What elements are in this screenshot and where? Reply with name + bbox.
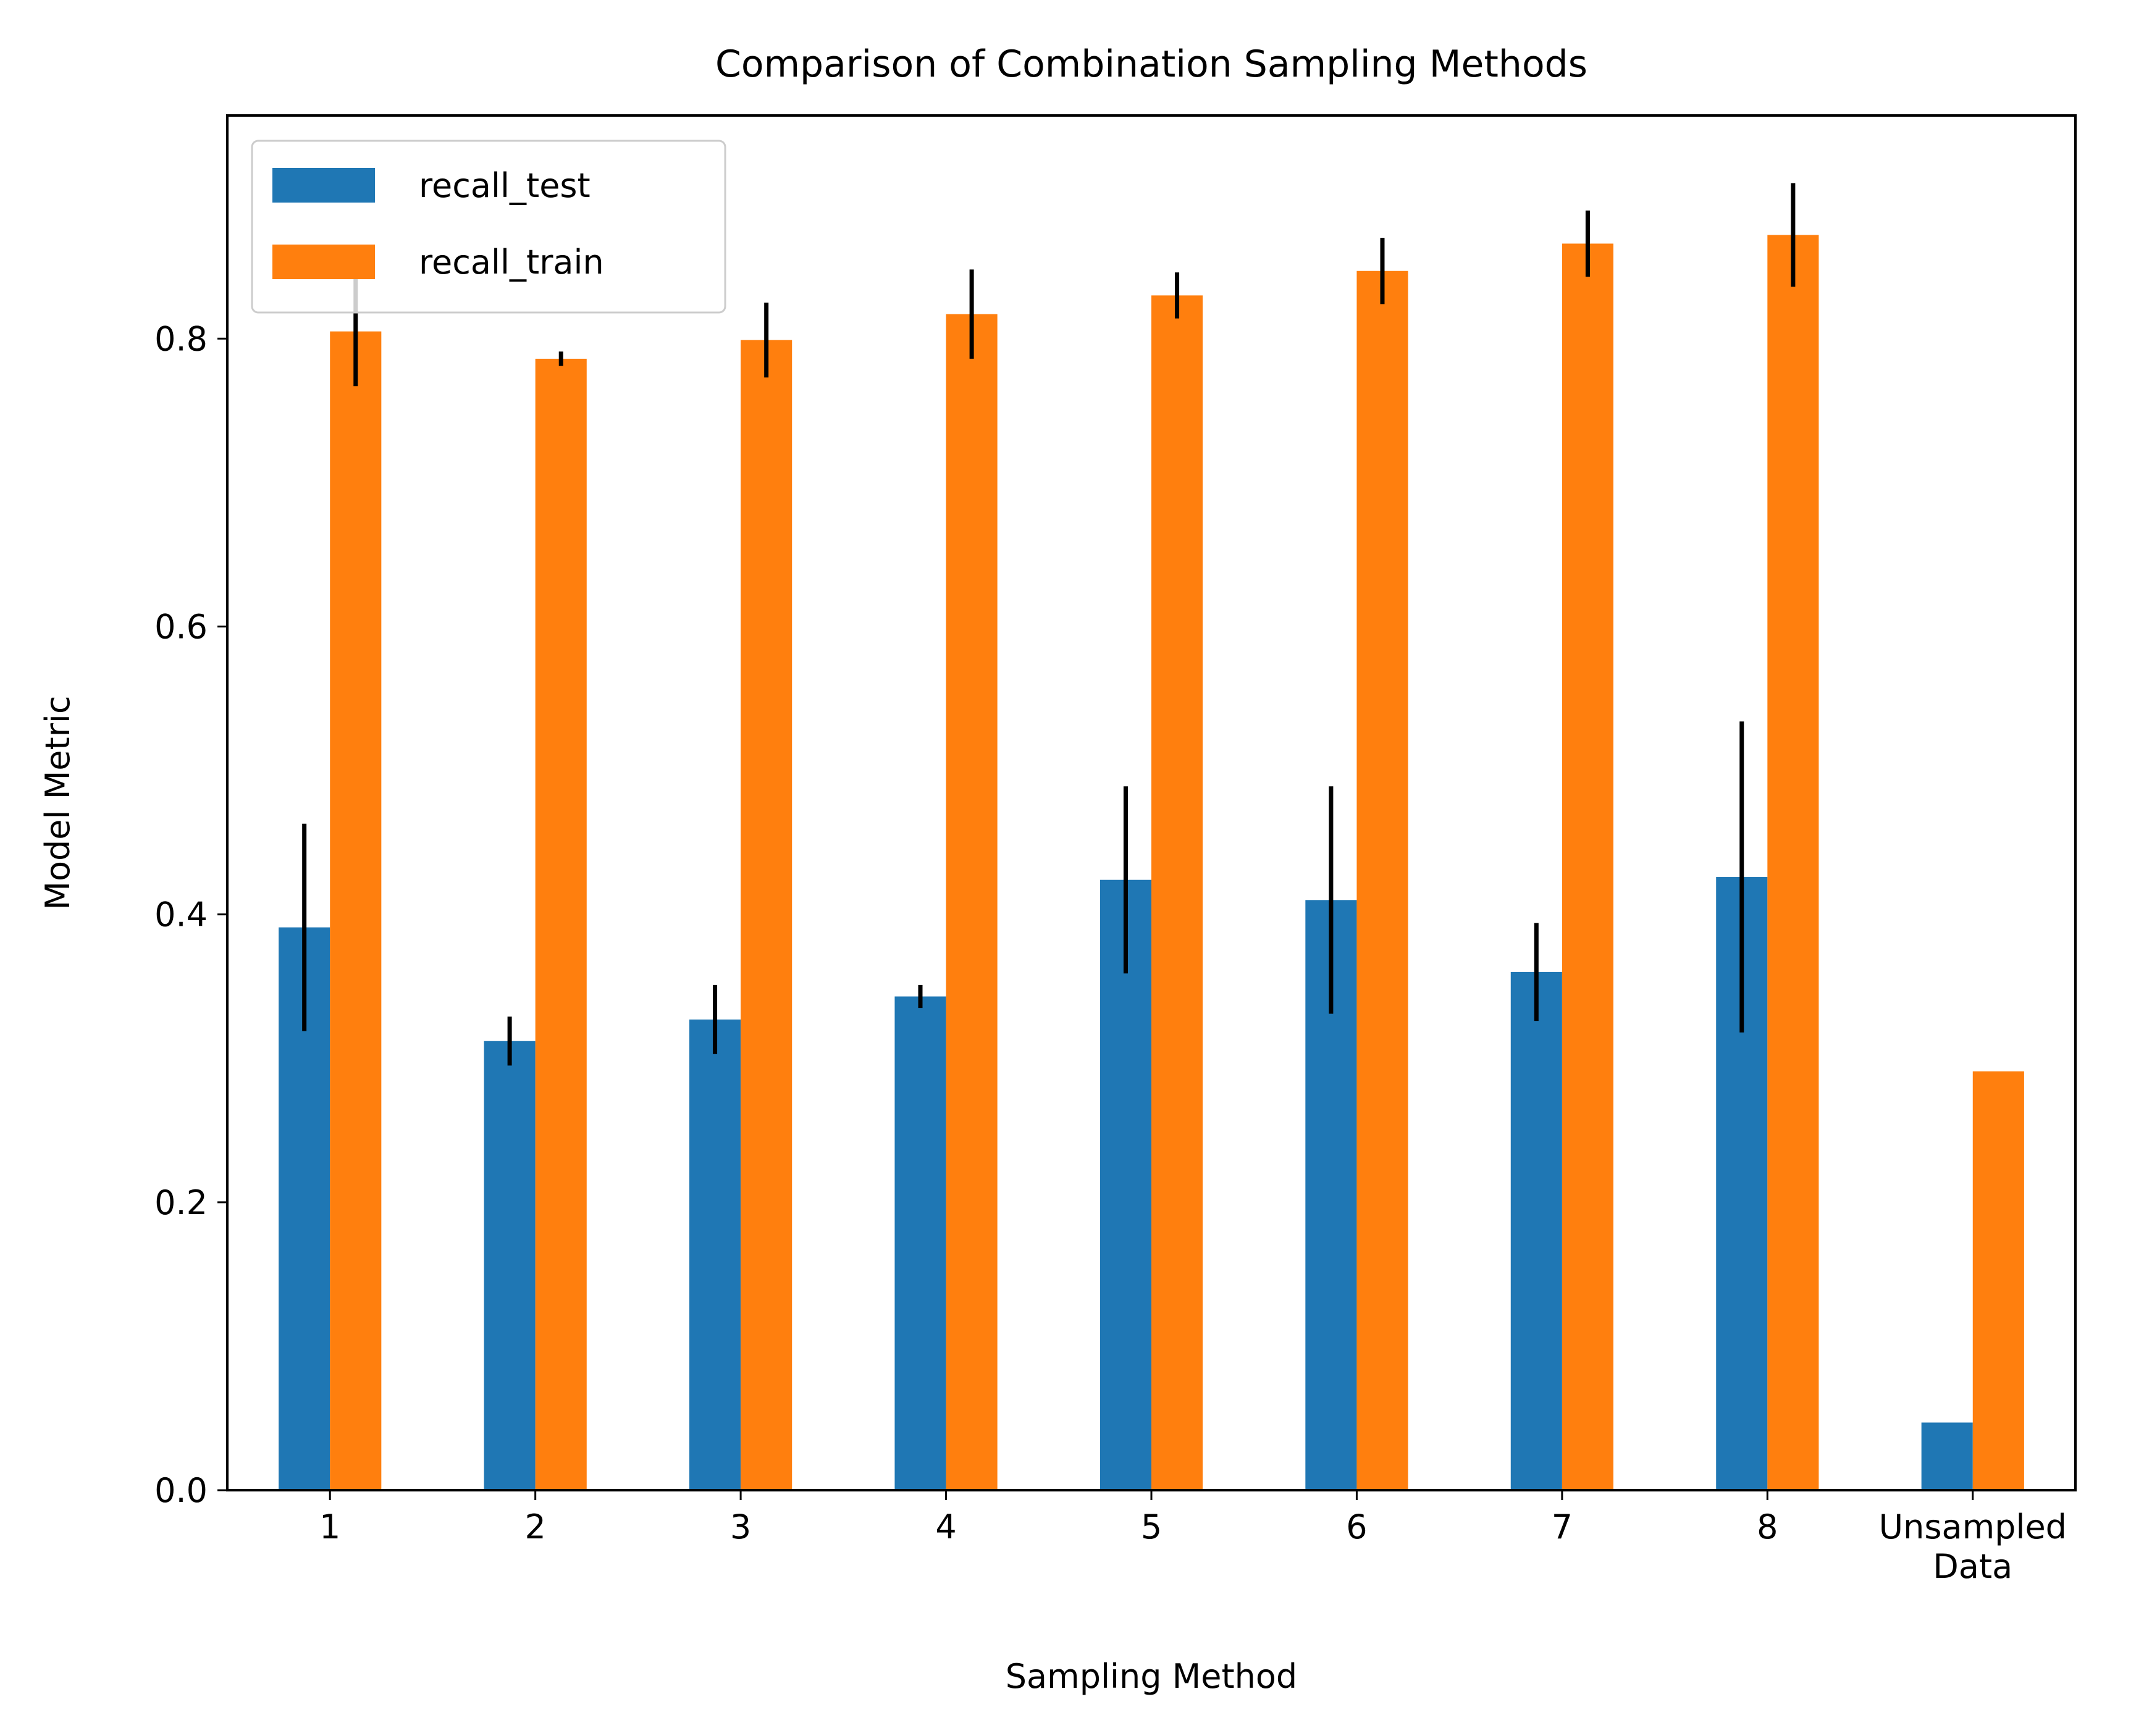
bars-layer <box>279 235 2024 1491</box>
y-axis-ticks: 0.0 0.2 0.4 0.6 0.8 <box>154 319 227 1510</box>
bar-recall_train-6 <box>1562 243 1613 1490</box>
y-tick-label: 0.4 <box>154 895 208 934</box>
bar-recall_test-2 <box>689 1019 741 1490</box>
bar-recall_train-2 <box>741 340 792 1490</box>
x-tick-label: 5 <box>1141 1507 1162 1546</box>
y-tick-label: 0.0 <box>154 1471 208 1510</box>
chart-title: Comparison of Combination Sampling Metho… <box>715 43 1587 86</box>
bar-recall_train-5 <box>1356 270 1408 1491</box>
bar-recall_test-4 <box>1099 879 1151 1490</box>
bar-recall_train-0 <box>330 331 382 1490</box>
y-tick-label: 0.6 <box>154 607 208 646</box>
error-bars-layer <box>302 183 1796 1066</box>
x-tick-label: 4 <box>935 1507 956 1546</box>
x-tick-label: 2 <box>524 1507 545 1546</box>
bar-recall_test-6 <box>1510 971 1562 1490</box>
x-tick-label: 3 <box>730 1507 751 1546</box>
bar-recall_train-1 <box>535 358 587 1490</box>
x-axis-label: Sampling Method <box>1006 1657 1297 1696</box>
bar-recall_train-3 <box>946 314 998 1490</box>
x-tick-label: 6 <box>1346 1507 1367 1546</box>
legend-swatch-recall_train <box>272 245 375 279</box>
bar-recall_test-3 <box>894 996 946 1490</box>
legend-label-recall_test: recall_test <box>419 166 591 205</box>
bar-recall_test-1 <box>484 1041 536 1490</box>
legend-label-recall_train: recall_train <box>419 243 604 282</box>
x-axis-ticks: 1 2 3 4 5 6 7 8 Unsampled Data <box>319 1490 2067 1586</box>
bar-recall_train-8 <box>1972 1071 2024 1490</box>
y-axis-label: Model Metric <box>38 695 77 910</box>
bar-recall_train-7 <box>1767 235 1819 1490</box>
y-tick-label: 0.8 <box>154 319 208 358</box>
x-tick-label: 7 <box>1552 1507 1573 1546</box>
x-tick-label: Unsampled Data <box>1879 1507 2067 1586</box>
x-tick-label: 1 <box>319 1507 340 1546</box>
x-tick-label: 8 <box>1757 1507 1778 1546</box>
legend: recall_test recall_train <box>251 140 726 314</box>
legend-swatch-recall_test <box>272 168 375 203</box>
bar-recall_train-4 <box>1151 295 1203 1490</box>
bar-recall_test-8 <box>1921 1422 1973 1490</box>
y-tick-label: 0.2 <box>154 1183 208 1222</box>
